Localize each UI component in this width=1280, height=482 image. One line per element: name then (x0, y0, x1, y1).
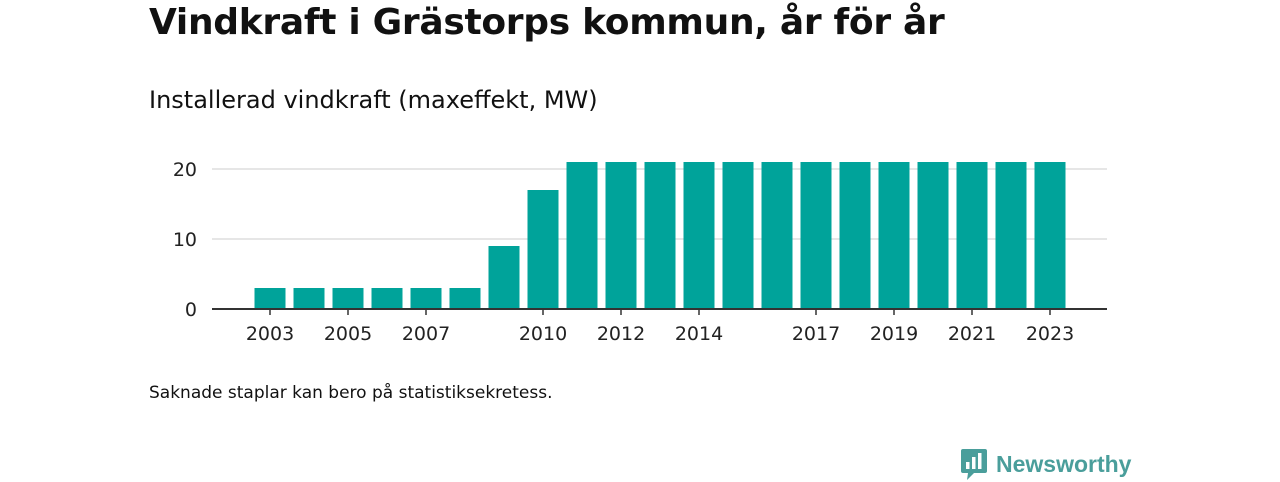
x-tick-label: 2007 (402, 323, 450, 345)
x-tick-label: 2019 (870, 323, 918, 345)
chart-subtitle: Installerad vindkraft (maxeffekt, MW) (149, 86, 598, 114)
x-tick-label: 2010 (519, 323, 567, 345)
x-tick-label: 2003 (246, 323, 294, 345)
bar-2012 (605, 162, 637, 309)
x-tick-label: 2023 (1026, 323, 1074, 345)
bar-2006 (371, 288, 403, 309)
footnote: Saknade staplar kan bero på statistiksek… (149, 383, 553, 403)
bar-2003 (254, 288, 286, 309)
axes (212, 308, 1107, 315)
bar-2016 (761, 162, 793, 309)
bar-2010 (527, 190, 559, 309)
y-tick-label: 0 (185, 299, 197, 321)
bar-2022 (995, 162, 1027, 309)
x-tick-label: 2012 (597, 323, 645, 345)
x-tick-label: 2017 (792, 323, 840, 345)
chart-title: Vindkraft i Grästorps kommun, år för år (149, 2, 945, 43)
bar-2021 (956, 162, 988, 309)
bar-2018 (839, 162, 871, 309)
bar-2015 (722, 162, 754, 309)
bar-2017 (800, 162, 832, 309)
bar-2019 (878, 162, 910, 309)
brand-logo[interactable]: Newsworthy (960, 446, 1131, 482)
x-tick-label: 2014 (675, 323, 723, 345)
bar-2009 (488, 246, 520, 309)
x-tick-label: 2021 (948, 323, 996, 345)
y-tick-label: 20 (173, 159, 197, 181)
bar-chart: 0 10 20 2003 2005 2007 2010 2012 2014 2017 2019 202… (173, 159, 1107, 345)
tick-labels: 0 10 20 2003 2005 2007 2010 2012 2014 2017 2019 202… (173, 159, 1074, 345)
bar-2014 (683, 162, 715, 309)
bar-chart-speech-bubble-icon (961, 449, 987, 480)
x-tick-label: 2005 (324, 323, 372, 345)
bar-2007 (410, 288, 442, 309)
bar-2023 (1034, 162, 1066, 309)
bar-2004 (293, 288, 325, 309)
bar-2005 (332, 288, 364, 309)
bar-2020 (917, 162, 949, 309)
bar-2008 (449, 288, 481, 309)
bar-2013 (644, 162, 676, 309)
brand-name: Newsworthy (996, 450, 1132, 477)
bars (254, 162, 1066, 309)
bar-2011 (566, 162, 598, 309)
y-tick-label: 10 (173, 229, 197, 251)
